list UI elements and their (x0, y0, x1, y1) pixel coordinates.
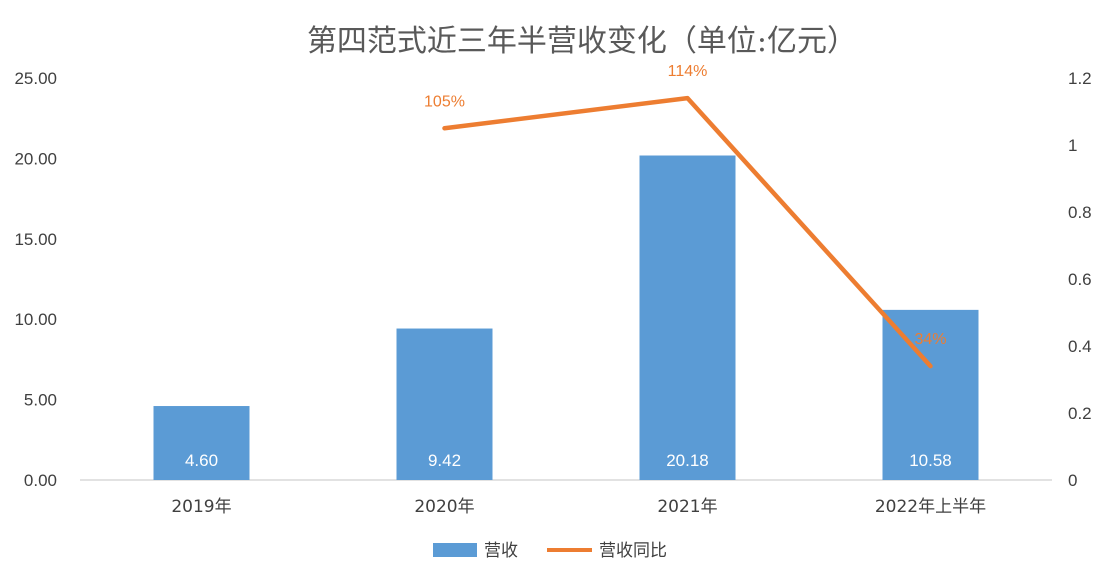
bar-value-label: 4.60 (185, 451, 218, 470)
line-value-label: 34% (914, 331, 946, 348)
x-tick-label: 2022年上半年 (875, 497, 986, 517)
bar-value-label: 10.58 (909, 451, 952, 470)
bar (396, 328, 493, 480)
line-data-labels: 105% 114% 34% (424, 63, 946, 348)
right-tick-label: 0.2 (1068, 404, 1092, 423)
right-tick-label: 1 (1068, 136, 1077, 155)
line-series (442, 95, 933, 369)
legend-bar-swatch (433, 543, 477, 557)
left-tick-label: 0.00 (24, 471, 57, 490)
bar-value-label: 20.18 (666, 451, 709, 470)
right-axis-ticks: 0 0.2 0.4 0.6 0.8 1 1.2 (1068, 69, 1092, 490)
left-tick-label: 15.00 (14, 230, 57, 249)
yoy-line (442, 95, 933, 369)
left-tick-label: 25.00 (14, 69, 57, 88)
x-tick-label: 2019年 (171, 497, 231, 517)
line-value-label: 105% (424, 93, 465, 110)
legend: 营收 营收同比 (433, 541, 667, 561)
left-tick-label: 20.00 (14, 149, 57, 168)
right-tick-label: 0.6 (1068, 270, 1092, 289)
bar-value-label: 9.42 (428, 451, 461, 470)
legend-line-label: 营收同比 (599, 541, 667, 561)
bar (882, 309, 979, 480)
chart-title: 第四范式近三年半营收变化（单位:亿元） (307, 24, 857, 59)
left-tick-label: 10.00 (14, 310, 57, 329)
x-tick-label: 2021年 (657, 497, 717, 517)
right-tick-label: 0.4 (1068, 337, 1092, 356)
bar (639, 155, 736, 480)
x-tick-label: 2020年 (414, 497, 474, 517)
legend-bar-label: 营收 (484, 541, 518, 561)
x-axis-ticks: 2019年 2020年 2021年 2022年上半年 (171, 497, 986, 517)
bar-series (153, 155, 979, 480)
left-axis-ticks: 0.00 5.00 10.00 15.00 20.00 25.00 (14, 69, 57, 490)
right-tick-label: 0.8 (1068, 203, 1092, 222)
line-value-label: 114% (668, 63, 708, 80)
bar (153, 406, 250, 480)
left-tick-label: 5.00 (24, 391, 57, 410)
right-tick-label: 1.2 (1068, 69, 1092, 88)
bar-data-labels: 4.60 9.42 20.18 10.58 (185, 451, 952, 470)
right-tick-label: 0 (1068, 471, 1077, 490)
